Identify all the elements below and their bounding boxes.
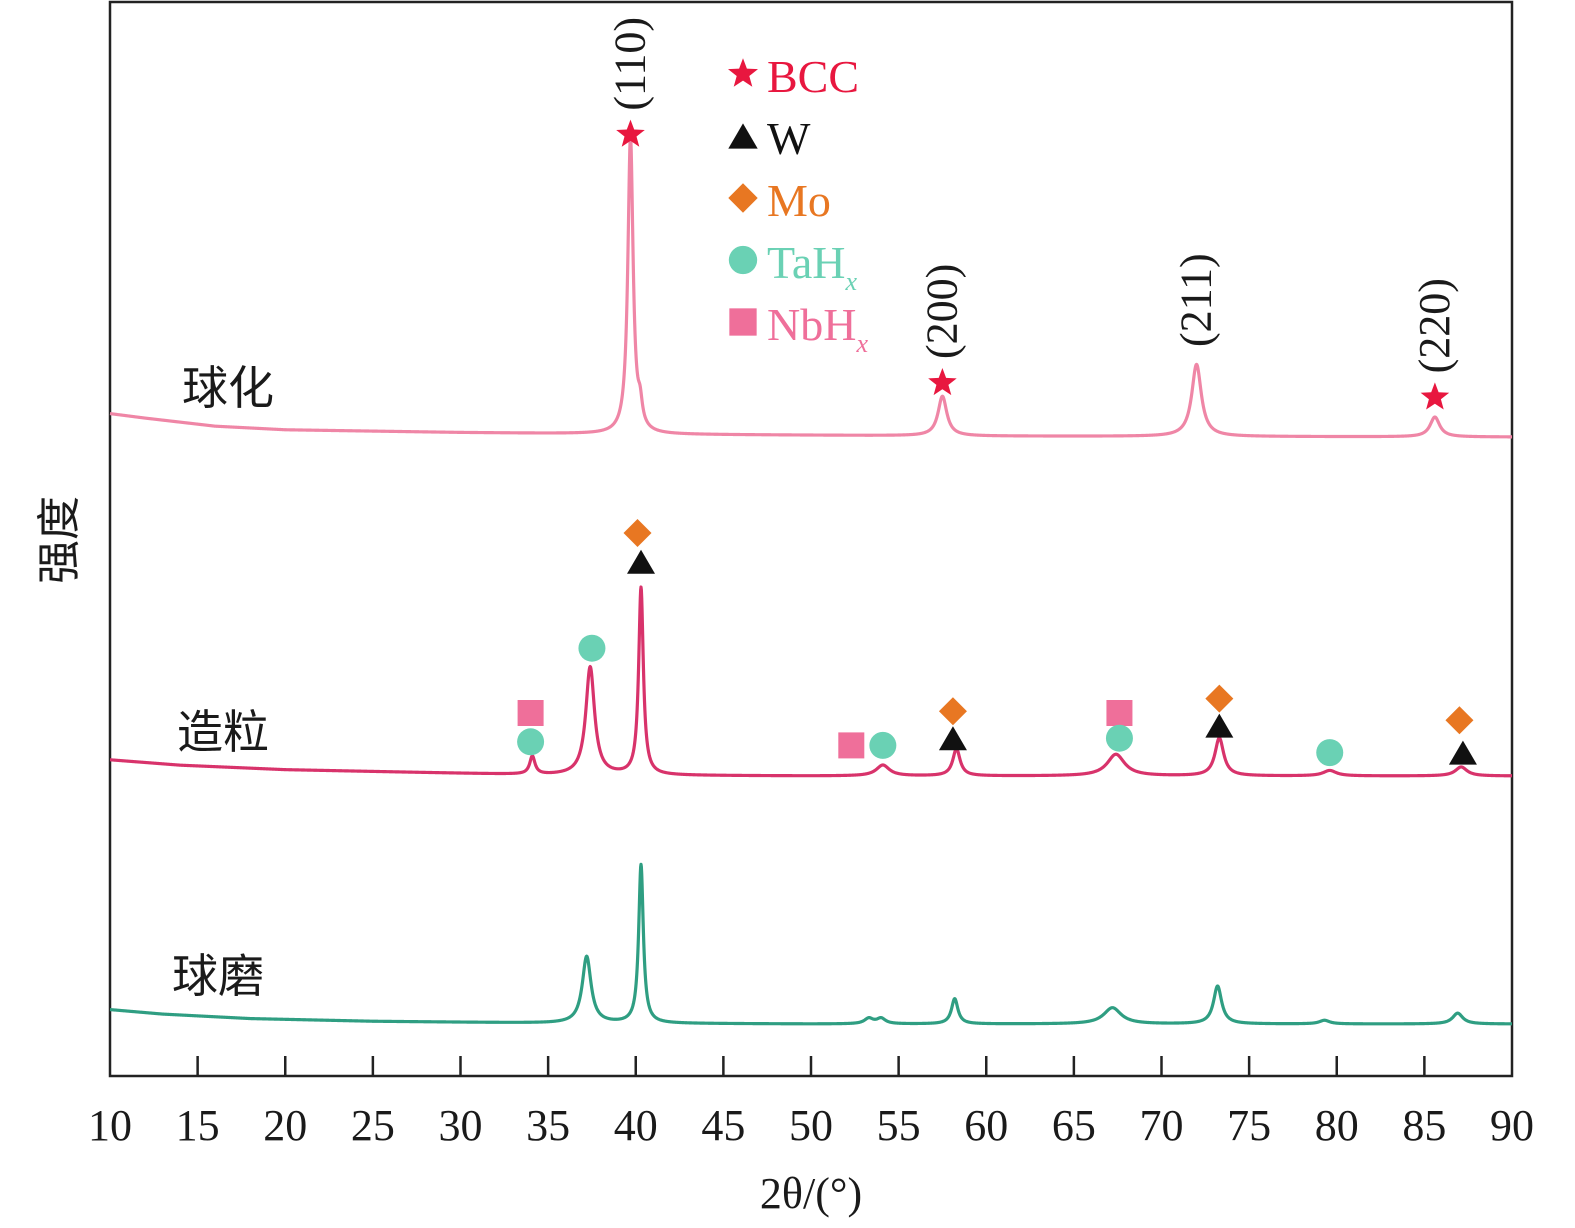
nbhx-marker bbox=[838, 732, 865, 759]
w-marker bbox=[1448, 740, 1477, 765]
x-tick-label: 75 bbox=[1227, 1101, 1271, 1150]
mo-marker bbox=[938, 697, 967, 726]
tahx-marker bbox=[578, 634, 606, 662]
x-tick-label: 70 bbox=[1140, 1101, 1184, 1150]
w-marker bbox=[1205, 713, 1234, 738]
x-tick-label: 45 bbox=[701, 1101, 745, 1150]
series-name-label: 球磨 bbox=[172, 949, 264, 1003]
x-tick-label: 30 bbox=[439, 1101, 483, 1150]
nbhx-marker bbox=[729, 308, 757, 336]
series-line bbox=[108, 134, 1514, 439]
legend-entry-label: Mo bbox=[767, 175, 831, 226]
legend-entry-label: TaHx bbox=[767, 237, 858, 296]
x-tick-label: 20 bbox=[263, 1101, 307, 1150]
bcc-marker bbox=[1420, 382, 1450, 410]
x-axis-ticks: 10 15 20 25 30 35 40 45 50 55 60 65 70 75 80 85 90 bbox=[88, 1056, 1534, 1150]
tahx-marker bbox=[869, 731, 897, 759]
x-tick-label: 35 bbox=[526, 1101, 570, 1150]
tahx-marker bbox=[517, 728, 545, 756]
mo-marker bbox=[1205, 684, 1234, 713]
x-axis-label: 2θ/(°) bbox=[760, 1169, 862, 1218]
mo-marker bbox=[1445, 706, 1474, 735]
bcc-marker bbox=[728, 58, 758, 87]
bcc-marker bbox=[928, 368, 957, 396]
legend-entry-label: W bbox=[767, 113, 811, 164]
legend-entry-label: NbHx bbox=[767, 299, 868, 358]
nbhx-marker bbox=[517, 700, 544, 726]
x-tick-label: 15 bbox=[176, 1101, 220, 1150]
mo-marker bbox=[623, 519, 652, 547]
w-marker bbox=[938, 726, 967, 751]
w-marker bbox=[728, 123, 758, 149]
x-tick-label: 50 bbox=[789, 1101, 833, 1150]
tahx-marker bbox=[1316, 739, 1344, 767]
tahx-marker bbox=[1105, 724, 1133, 752]
series-line bbox=[108, 862, 1514, 1026]
hkl-label: (220) bbox=[1410, 278, 1459, 373]
x-tick-label: 25 bbox=[351, 1101, 395, 1150]
hkl-label: (110) bbox=[606, 17, 655, 111]
x-tick-label: 85 bbox=[1402, 1101, 1446, 1150]
x-tick-label: 90 bbox=[1490, 1101, 1534, 1150]
x-tick-label: 80 bbox=[1315, 1101, 1359, 1150]
legend-entry-label: BCC bbox=[767, 51, 859, 102]
series-name-label: 球化 bbox=[182, 361, 274, 415]
plot-frame bbox=[108, 0, 1514, 1078]
hkl-label: (200) bbox=[917, 264, 966, 359]
series-name-label: 造粒 bbox=[177, 705, 269, 759]
tahx-marker bbox=[728, 245, 758, 275]
hkl-labels: (110) (200) (211) (220) bbox=[606, 17, 1459, 373]
x-tick-label: 55 bbox=[877, 1101, 921, 1150]
bcc-marker bbox=[616, 119, 645, 147]
hkl-label: (211) bbox=[1172, 253, 1221, 347]
x-tick-label: 10 bbox=[88, 1101, 132, 1150]
y-axis-label: 强度 bbox=[34, 496, 85, 584]
x-tick-label: 40 bbox=[614, 1101, 658, 1150]
phase-markers bbox=[517, 119, 1477, 767]
series-curves bbox=[108, 134, 1514, 1026]
x-tick-label: 65 bbox=[1052, 1101, 1096, 1150]
mo-marker bbox=[728, 183, 758, 213]
nbhx-marker bbox=[1106, 700, 1133, 726]
series-line bbox=[108, 585, 1514, 778]
x-tick-label: 60 bbox=[964, 1101, 1008, 1150]
w-marker bbox=[627, 549, 656, 574]
